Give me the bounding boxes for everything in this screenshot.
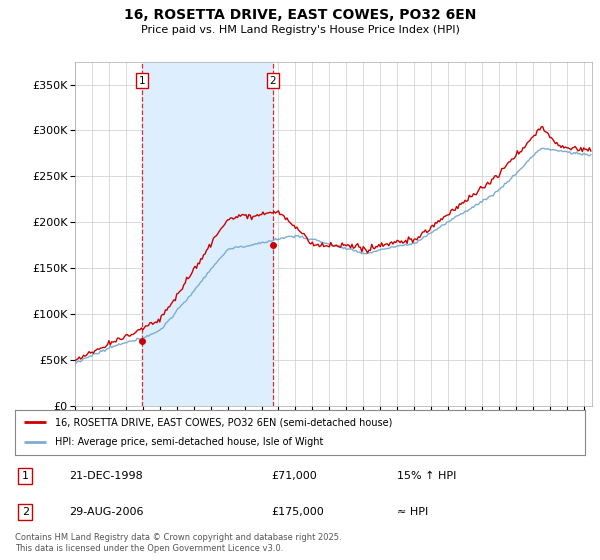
Text: HPI: Average price, semi-detached house, Isle of Wight: HPI: Average price, semi-detached house,… (55, 437, 323, 447)
Bar (142, 62, 273, 406)
Text: £175,000: £175,000 (271, 507, 324, 517)
Text: £71,000: £71,000 (271, 471, 317, 481)
Text: ≈ HPI: ≈ HPI (397, 507, 428, 517)
Text: 1: 1 (139, 76, 146, 86)
Text: 15% ↑ HPI: 15% ↑ HPI (397, 471, 456, 481)
Text: 2: 2 (269, 76, 276, 86)
Text: Price paid vs. HM Land Registry's House Price Index (HPI): Price paid vs. HM Land Registry's House … (140, 25, 460, 35)
Text: Contains HM Land Registry data © Crown copyright and database right 2025.
This d: Contains HM Land Registry data © Crown c… (15, 533, 341, 553)
Text: 16, ROSETTA DRIVE, EAST COWES, PO32 6EN (semi-detached house): 16, ROSETTA DRIVE, EAST COWES, PO32 6EN … (55, 417, 392, 427)
Text: 29-AUG-2006: 29-AUG-2006 (69, 507, 143, 517)
Text: 16, ROSETTA DRIVE, EAST COWES, PO32 6EN: 16, ROSETTA DRIVE, EAST COWES, PO32 6EN (124, 8, 476, 22)
Text: 1: 1 (22, 471, 29, 481)
Text: 21-DEC-1998: 21-DEC-1998 (69, 471, 143, 481)
Text: 2: 2 (22, 507, 29, 517)
